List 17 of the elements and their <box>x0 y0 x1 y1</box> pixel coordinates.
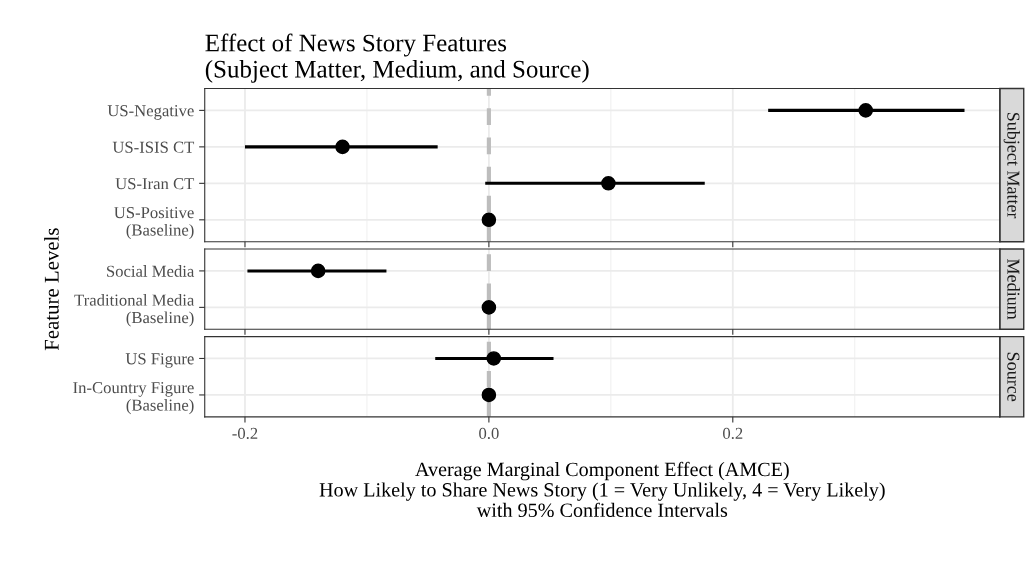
x-tick-label: 0.2 <box>723 427 743 440</box>
y-tick-label: US-Negative <box>107 105 194 120</box>
x-axis-title: Average Marginal Component Effect (AMCE) How Likely to Share News Story (1 = Very Unlikely, 4 = Very Likely) with 95% Confidence Intervals <box>319 461 885 518</box>
text: Medium <box>1007 259 1020 320</box>
y-tick-label: Social Media <box>107 265 195 277</box>
x-tick-label: 0.0 <box>479 427 499 440</box>
text: Source <box>1007 352 1020 402</box>
y-tick-label: US Figure <box>125 353 194 368</box>
text: Subject Matter <box>1003 112 1020 219</box>
y-tick-label: US-Positive (Baseline) <box>114 207 194 240</box>
y-tick-label: US-Iran CT <box>115 178 195 190</box>
y-tick-label: Traditional Media (Baseline) <box>74 294 195 327</box>
y-axis-title: Feature Levels <box>44 228 59 351</box>
y-tick-label: US-ISIS CT <box>112 141 195 153</box>
x-tick-label: -0.2 <box>232 427 258 440</box>
y-tick-label: In-Country Figure (Baseline) <box>73 382 194 415</box>
chart-title: Effect of News Story Features (Subject Matter, Medium, and Source) <box>205 33 589 83</box>
